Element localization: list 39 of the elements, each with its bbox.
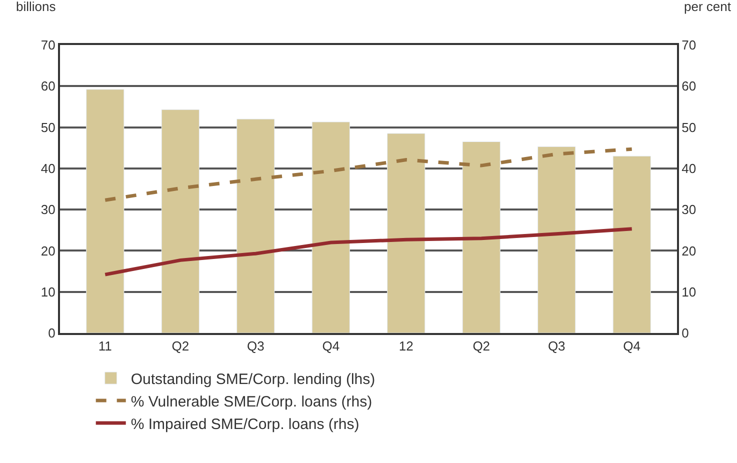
y-tick-label: 30 xyxy=(40,202,56,218)
y-tick-label: 10 xyxy=(40,284,56,300)
bar xyxy=(236,118,275,333)
y2-tick-label: 50 xyxy=(682,120,696,135)
x-tick-label: Q3 xyxy=(246,338,264,354)
y-tick-label: 60 xyxy=(40,78,56,94)
y2-tick-label: 40 xyxy=(682,160,696,176)
y2-tick-label: 20 xyxy=(682,243,696,258)
x-tick-label: Q3 xyxy=(548,338,566,354)
x-tick-label: 11 xyxy=(98,338,112,354)
y-tick-label: 0 xyxy=(48,326,56,341)
legend-label: Outstanding SME/Corp. lending (lhs) xyxy=(130,370,376,388)
y2-tick-label: 10 xyxy=(682,284,696,300)
bar xyxy=(387,133,426,333)
y2-tick-label: 30 xyxy=(682,202,696,218)
bar xyxy=(612,156,651,333)
bar xyxy=(161,109,200,333)
bar xyxy=(462,141,500,333)
y-tick-label: 50 xyxy=(40,120,56,135)
legend-label: % Impaired SME/Corp. loans (rhs) xyxy=(130,416,360,433)
x-tick-label: Q2 xyxy=(172,338,190,354)
y-tick-label: 70 xyxy=(40,38,56,53)
bar xyxy=(538,146,576,333)
y2-tick-label: 0 xyxy=(682,326,689,341)
y2-tick-label: 70 xyxy=(682,38,696,53)
x-tick-label: 12 xyxy=(398,338,414,354)
y-tick-label: 40 xyxy=(40,160,56,176)
bar xyxy=(312,122,350,333)
y-tick-label: 20 xyxy=(40,243,56,258)
bar xyxy=(86,89,124,333)
x-tick-label: Q4 xyxy=(623,338,641,354)
y2-axis-title: per cent xyxy=(684,0,732,14)
line-series xyxy=(103,227,634,276)
y-axis-title: billions xyxy=(16,0,56,14)
y2-tick-label: 60 xyxy=(682,78,696,94)
line-series xyxy=(103,147,634,202)
x-tick-label: Q2 xyxy=(472,338,490,354)
x-tick-label: Q4 xyxy=(322,338,340,354)
legend-label: % Vulnerable SME/Corp. loans (rhs) xyxy=(130,393,372,410)
